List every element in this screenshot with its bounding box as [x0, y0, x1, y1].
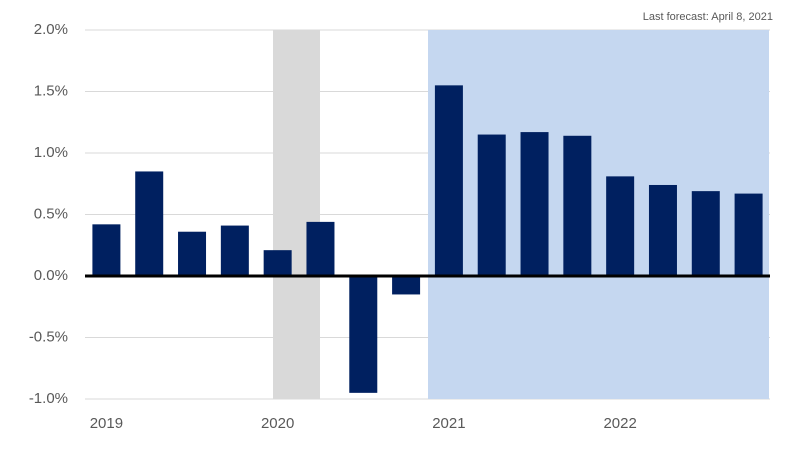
bar	[392, 276, 421, 295]
bar	[434, 85, 463, 276]
y-tick-label: 0.0%	[34, 267, 68, 284]
bar	[135, 171, 164, 276]
recession-shading	[273, 30, 320, 399]
bar	[520, 132, 549, 276]
bar	[178, 231, 207, 276]
bar	[92, 224, 121, 276]
bar	[563, 135, 592, 276]
x-tick-label: 2022	[603, 415, 636, 432]
bars	[92, 85, 763, 393]
x-tick-label: 2021	[432, 415, 465, 432]
bar	[691, 191, 720, 276]
y-tick-label: 2.0%	[34, 21, 68, 38]
bar	[734, 193, 763, 276]
y-tick-label: -1.0%	[29, 390, 68, 407]
y-tick-label: 1.5%	[34, 82, 68, 99]
bar	[648, 184, 677, 276]
y-tick-label: 1.0%	[34, 144, 68, 161]
annotation: Last forecast: April 8, 2021	[643, 11, 773, 23]
y-tick-label: 0.5%	[34, 205, 68, 222]
x-tick-label: 2019	[90, 415, 123, 432]
y-tick-label: -0.5%	[29, 328, 68, 345]
bar	[349, 276, 378, 393]
bar	[606, 176, 635, 276]
x-tick-label: 2020	[261, 415, 294, 432]
bar	[263, 250, 292, 276]
bar	[477, 134, 506, 276]
bar	[220, 225, 249, 276]
bar	[306, 221, 335, 276]
